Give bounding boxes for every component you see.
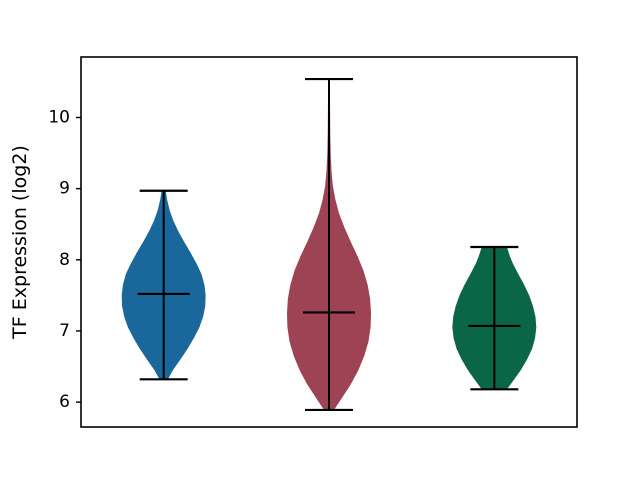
- axes-group: 6 7 8 9 10: [48, 56, 578, 428]
- y-tick-label: 6: [59, 392, 70, 412]
- y-tick-label: 7: [59, 321, 70, 341]
- y-tick-label: 10: [48, 107, 70, 127]
- violins-group: [121, 77, 537, 412]
- y-tick-label: 9: [59, 179, 70, 199]
- axes-frame: [80, 56, 578, 428]
- y-axis-label: TF Expression (log2): [9, 145, 31, 340]
- y-tick-label: 8: [59, 250, 70, 270]
